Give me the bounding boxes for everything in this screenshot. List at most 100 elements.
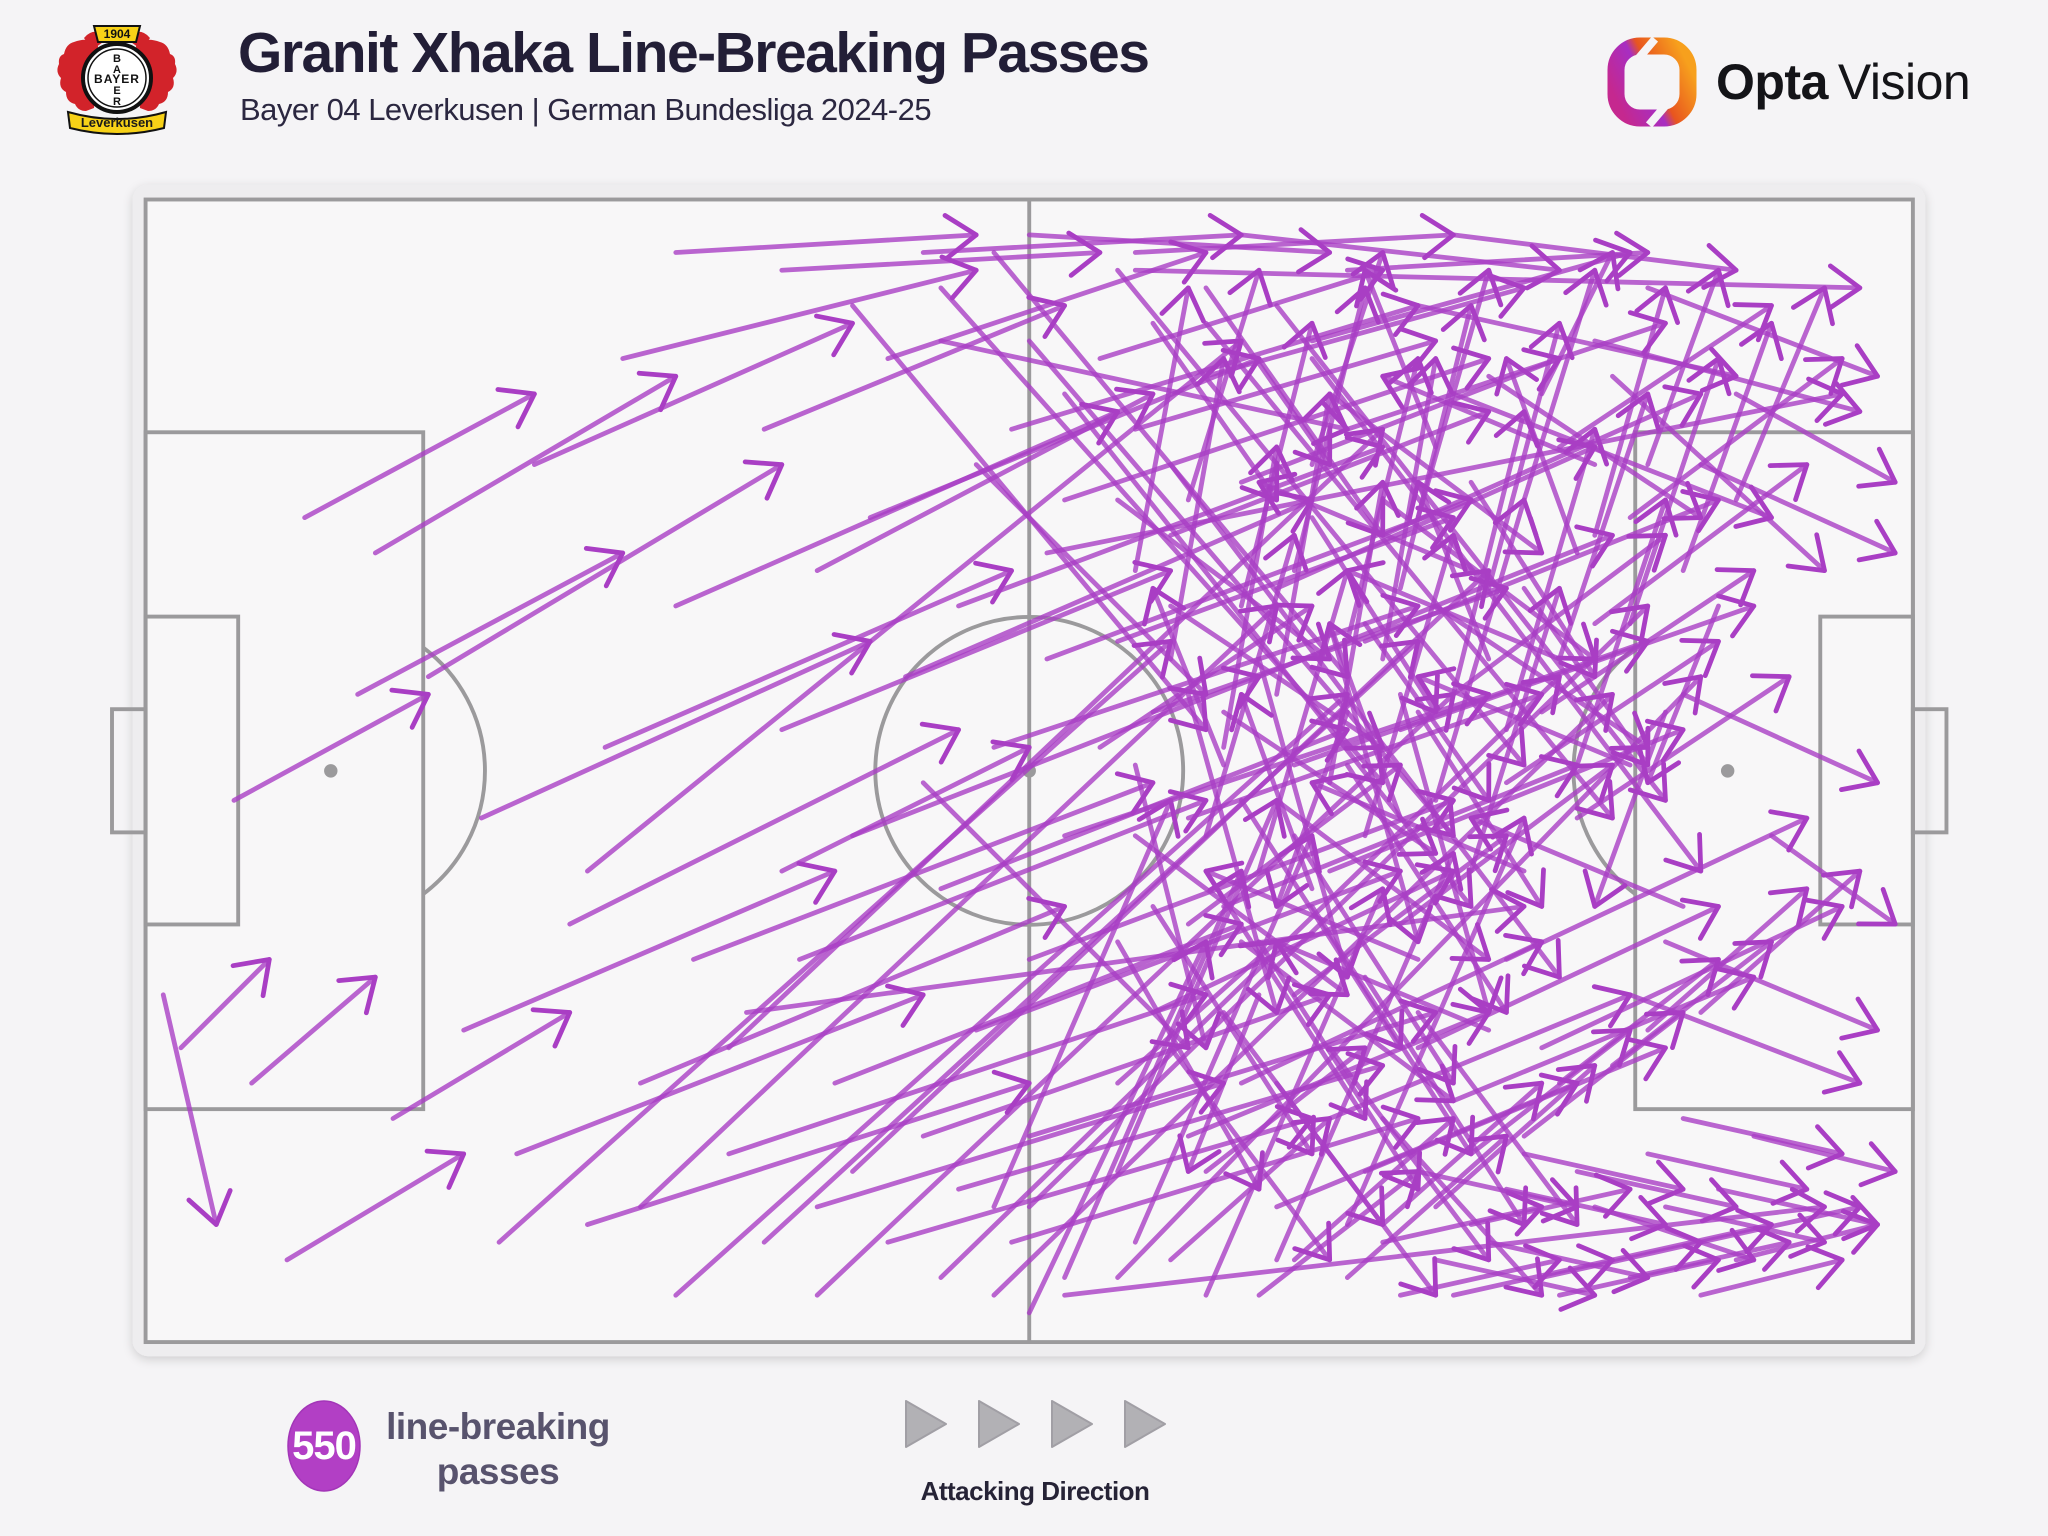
pass-arrow [1256,568,1362,874]
pass-arrow [1769,833,1898,927]
opta-mark-icon [1607,36,1697,128]
pass-arrow [1362,532,1468,839]
pass-arrow [1062,1186,1827,1298]
pass-arrow [461,861,838,1033]
attack-triangle-icon [905,1400,947,1448]
opta-word-bold: Opta [1716,54,1828,110]
pass-arrow [1327,621,1433,945]
pass-count-label: line-breaking passes [386,1406,610,1493]
svg-text:E: E [113,85,120,97]
pass-arrow [1203,532,1309,839]
pass-arrow [284,1148,467,1263]
pass-arrow [1663,1204,1827,1259]
pass-arrow [1132,833,1322,1245]
pass-arrow [1097,256,1386,361]
pass-arrow [1026,338,1456,839]
pass-arrow [1521,1151,1686,1206]
pass-arrow [673,691,1350,1298]
pass-arrow [1115,798,1287,1174]
pass-arrow [1627,1225,1792,1280]
goal-right [1910,707,1949,835]
leverkusen-club-crest: 1904 B A BAYER E R Leverkusen [57,25,177,135]
pass-arrow [1468,585,1574,874]
pass-arrow [1592,285,1680,538]
pass-arrow [1698,868,1863,1015]
pass-arrow [1733,285,1835,503]
pass-arrow [1274,1080,1439,1298]
pass-arrow [779,230,1103,278]
pass-arrow [1698,1244,1845,1298]
pass-arrow [920,982,1333,1139]
pass-arrow [1115,674,1704,1280]
attacking-direction-icons [905,1400,1166,1448]
pass-arrow [1380,356,1454,662]
pass-arrow [1274,931,1492,1033]
goal-left [110,707,148,835]
pass-arrow [1680,691,1880,792]
svg-text:R: R [113,96,121,108]
bayer-cross: B A BAYER E R [94,53,139,108]
pass-arrow [1751,1133,1898,1188]
pass-arrow [496,638,1174,1245]
pass-arrow [1380,1116,1545,1298]
crest-year: 1904 [104,27,131,41]
pass-arrow [585,1069,1032,1227]
pass-arrow [1132,285,1206,574]
pass-arrow [355,546,626,697]
pass-arrow [673,213,979,261]
attack-triangle-icon [978,1400,1020,1448]
pass-arrow [1592,462,1810,627]
pass-arrow [1610,939,1774,1068]
pass-arrow [744,887,1527,1015]
crest-name-banner: Leverkusen [66,110,168,135]
crest-year-banner: 1904 [92,25,142,43]
opta-word-light: Vision [1837,54,1971,110]
pass-arrow [1557,302,1774,450]
pass-arrow [726,981,1209,1157]
pass-arrow [1698,462,1898,563]
pass-arrow [1433,497,1539,803]
pass-arrow [761,294,1067,432]
pass-arrow [779,739,1032,874]
pass-arrow [1062,391,1474,909]
pass-arrow [585,338,1244,874]
pass-arrow [1132,762,1222,1051]
crest-club-name: Leverkusen [81,115,153,130]
pass-arrow [991,798,1181,1210]
pass-arrow [726,426,1386,1051]
opta-vision-logo: Opta Vision [1606,34,2006,130]
pass-arrow [1115,939,1265,1192]
pass-arrow [1309,250,1396,467]
pass-arrows-layer [160,212,1898,1316]
pass-map-pitch [110,184,1949,1357]
attack-triangle-icon [1051,1400,1093,1448]
opta-wordmark: Opta Vision [1716,53,1971,111]
pass-arrow [814,691,1456,1298]
attack-triangle-icon [1124,1400,1166,1448]
pass-arrow [1238,320,1328,609]
svg-text:B: B [113,53,121,65]
pass-arrow [1132,212,1456,261]
pass-arrow [532,313,855,467]
pass-arrow [1574,497,1679,768]
attacking-direction-label: Attacking Direction [920,1476,1150,1506]
pass-arrow [1062,868,1252,1280]
pass-arrow [850,568,1492,1174]
pass-arrow [1733,1208,1880,1263]
pass-arrow [567,721,961,927]
pass-arrow [1132,263,1863,311]
pass-arrow [1327,984,1633,1121]
pass-arrow [1142,585,1227,768]
pass-arrow [1256,1169,1421,1298]
pass-arrow [160,992,233,1227]
pass-arrow [1344,815,1534,1227]
pass-arrow [390,1007,573,1121]
pass-arrow [1574,1169,1739,1224]
pass-arrow [1468,479,1599,680]
pass-arrow [249,974,378,1086]
pass-arrow [1044,376,1845,556]
pass-arrow [1627,356,1732,627]
pass-arrow [1486,1239,1651,1295]
pass-arrow [1327,1045,1492,1263]
pass-arrow [1645,1151,1810,1206]
